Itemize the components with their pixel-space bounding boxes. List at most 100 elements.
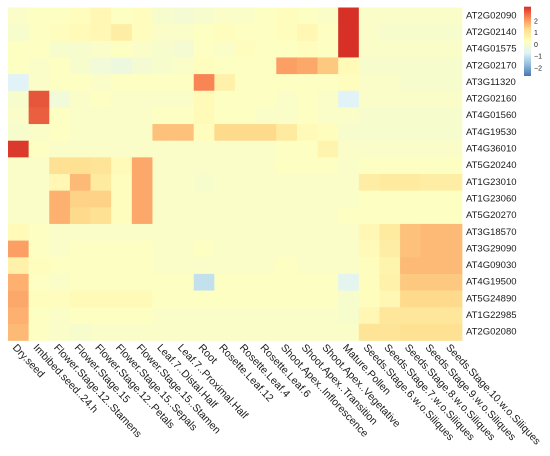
heatmap-cell — [276, 174, 298, 191]
heatmap-cell — [214, 57, 236, 75]
heatmap-cell — [193, 107, 215, 125]
heatmap-cell — [90, 190, 112, 208]
heatmap-cell — [338, 323, 360, 341]
heatmap-cell — [400, 140, 422, 158]
heatmap-cell — [358, 124, 380, 142]
heatmap-cell — [131, 273, 153, 291]
heatmap-cell — [379, 257, 401, 275]
heatmap-cell — [317, 207, 339, 225]
heatmap-cell — [379, 24, 401, 42]
heatmap-cell — [338, 74, 360, 92]
heatmap-cell — [255, 223, 277, 241]
heatmap-cell — [69, 140, 91, 158]
heatmap-cell — [152, 174, 174, 191]
heatmap-cell — [296, 307, 318, 325]
heatmap-cell — [296, 107, 318, 125]
heatmap-cell — [296, 190, 318, 208]
heatmap-cell — [400, 90, 422, 108]
heatmap-cell — [69, 7, 91, 25]
heatmap-cell — [49, 174, 71, 191]
heatmap-cell — [69, 40, 91, 58]
heatmap-cell — [193, 40, 215, 58]
heatmap-cell — [152, 74, 174, 92]
heatmap-cell — [441, 57, 463, 75]
heatmap-cell — [255, 273, 277, 291]
legend-tick-label: −1 — [534, 54, 542, 61]
heatmap-cell — [358, 24, 380, 42]
heatmap-cell — [131, 174, 153, 191]
heatmap-cell — [90, 57, 112, 75]
heatmap-cell — [193, 74, 215, 92]
heatmap-cell — [69, 74, 91, 92]
heatmap-cell — [276, 240, 298, 258]
heatmap-cell — [296, 90, 318, 108]
heatmap-cell — [49, 107, 71, 125]
heatmap-cell — [111, 140, 133, 158]
heatmap-cell — [317, 107, 339, 125]
heatmap-cell — [276, 157, 298, 175]
heatmap-cell — [358, 323, 380, 341]
heatmap-cell — [28, 290, 50, 308]
heatmap-cell — [338, 257, 360, 275]
heatmap-cell — [90, 223, 112, 241]
heatmap-cell — [131, 40, 153, 58]
heatmap-cell — [400, 57, 422, 75]
heatmap-cell — [296, 257, 318, 275]
heatmap-cell — [152, 157, 174, 175]
heatmap-cell — [90, 240, 112, 258]
heatmap-cell — [358, 140, 380, 158]
heatmap-cell — [28, 207, 50, 225]
heatmap-cell — [276, 323, 298, 341]
heatmap-cell — [400, 323, 422, 341]
heatmap-cell — [317, 90, 339, 108]
heatmap-cell — [28, 74, 50, 92]
heatmap-cell — [235, 257, 256, 275]
heatmap-cell — [420, 290, 442, 308]
heatmap-cell — [8, 57, 29, 75]
heatmap-cell — [131, 207, 153, 225]
heatmap-cell — [235, 57, 256, 75]
heatmap-cell — [317, 74, 339, 92]
heatmap-cell — [90, 307, 112, 325]
heatmap-cell — [49, 273, 71, 291]
row-label: AT2G02090 — [466, 10, 517, 21]
heatmap-cell — [235, 24, 256, 42]
heatmap-cell — [441, 124, 463, 142]
heatmap-cell — [276, 257, 298, 275]
heatmap-cell — [296, 207, 318, 225]
heatmap-cell — [28, 273, 50, 291]
heatmap-cell — [111, 240, 133, 258]
heatmap-cell — [90, 7, 112, 25]
heatmap-cell — [69, 223, 91, 241]
heatmap-cell — [420, 323, 442, 341]
heatmap-cell — [420, 307, 442, 325]
heatmap-cell — [69, 124, 91, 142]
heatmap-cell — [49, 24, 71, 42]
heatmap-cell — [8, 157, 29, 175]
heatmap-cell — [379, 273, 401, 291]
heatmap-cell — [358, 74, 380, 92]
heatmap-cell — [379, 323, 401, 341]
heatmap-cell — [131, 307, 153, 325]
heatmap-cell — [379, 40, 401, 58]
heatmap-cell — [296, 140, 318, 158]
heatmap-cell — [358, 257, 380, 275]
heatmap-cell — [152, 290, 174, 308]
heatmap-cell — [8, 7, 29, 25]
heatmap-cell — [28, 157, 50, 175]
heatmap-cell — [420, 140, 442, 158]
heatmap-cell — [420, 40, 442, 58]
heatmap-cell — [358, 57, 380, 75]
heatmap-cell — [173, 157, 195, 175]
heatmap-cell — [111, 157, 133, 175]
legend-tick-label: 1 — [534, 30, 538, 37]
heatmap-cell — [379, 157, 401, 175]
heatmap-cell — [379, 207, 401, 225]
heatmap-cell — [152, 140, 174, 158]
heatmap-cell — [420, 190, 442, 208]
heatmap-cell — [317, 40, 339, 58]
heatmap-cell — [338, 174, 360, 191]
heatmap-cell — [111, 323, 133, 341]
heatmap-cell — [338, 207, 360, 225]
heatmap-cell — [255, 107, 277, 125]
